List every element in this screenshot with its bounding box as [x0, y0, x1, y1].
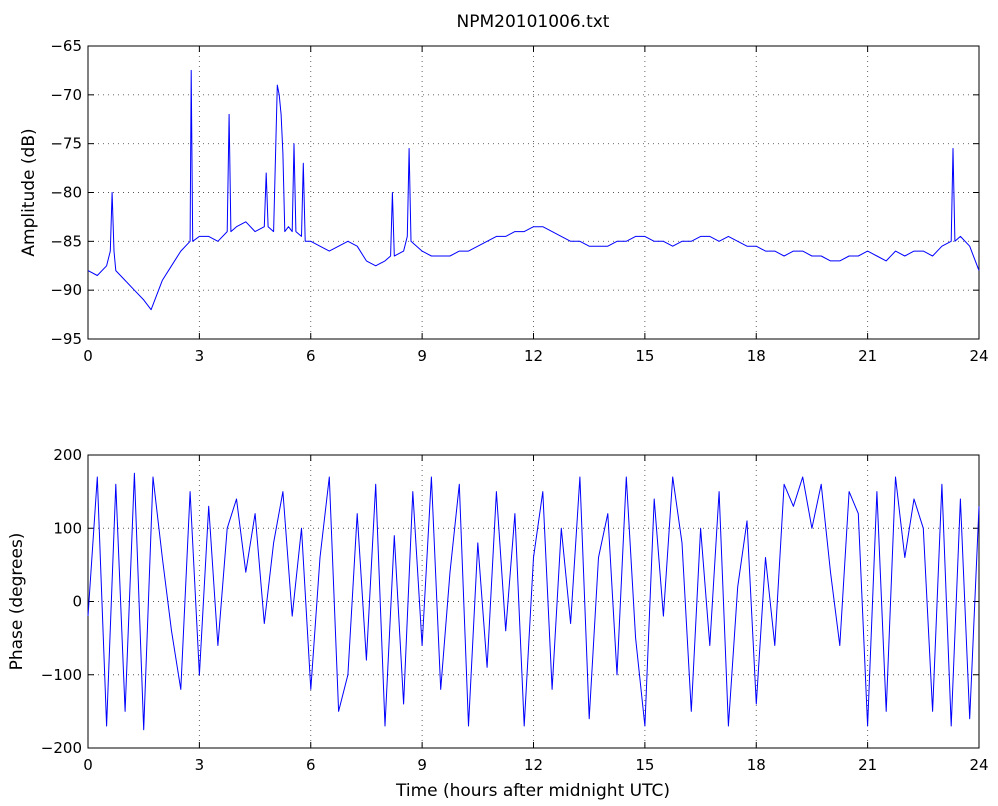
y-tick-label: −75	[50, 135, 82, 153]
y-tick-label: −80	[50, 184, 82, 202]
x-tick-label: 9	[417, 756, 427, 774]
x-tick-label: 3	[195, 756, 205, 774]
x-tick-label: 21	[858, 756, 877, 774]
x-tick-label: 18	[747, 347, 766, 365]
y-tick-label: 200	[53, 446, 82, 464]
x-tick-label: 9	[417, 347, 427, 365]
x-tick-label: 21	[858, 347, 877, 365]
phase-x-axis-label: Time (hours after midnight UTC)	[395, 781, 670, 801]
y-tick-label: −200	[41, 739, 82, 757]
y-tick-label: −100	[41, 666, 82, 684]
y-tick-label: −70	[50, 86, 82, 104]
x-tick-label: 0	[83, 756, 93, 774]
x-tick-label: 12	[524, 347, 543, 365]
x-tick-label: 15	[635, 347, 654, 365]
y-tick-label: −90	[50, 281, 82, 299]
x-tick-label: 15	[635, 756, 654, 774]
phase-grid	[88, 455, 979, 748]
x-tick-label: 6	[306, 347, 316, 365]
phase-plot: 0 3 6 9 12 15 18 21 24 −200 −100 0 100 200 Phase (de…	[7, 446, 989, 801]
y-tick-label: −65	[50, 37, 82, 55]
phase-x-tick-labels: 0 3 6 9 12 15 18 21 24	[83, 756, 988, 774]
amplitude-y-axis-label: Amplitude (dB)	[19, 128, 39, 256]
amplitude-x-tick-labels: 0 3 6 9 12 15 18 21 24	[83, 347, 988, 365]
phase-series-line	[87, 472, 980, 731]
x-tick-label: 24	[969, 347, 988, 365]
phase-y-axis-label: Phase (degrees)	[7, 533, 27, 671]
x-tick-label: 6	[306, 756, 316, 774]
y-tick-label: −85	[50, 232, 82, 250]
phase-y-tick-labels: −200 −100 0 100 200	[41, 446, 82, 757]
x-tick-label: 24	[969, 756, 988, 774]
y-tick-label: 100	[53, 519, 82, 537]
x-tick-label: 0	[83, 347, 93, 365]
amplitude-tick-marks	[87, 45, 980, 340]
y-tick-label: 0	[72, 593, 82, 611]
amplitude-series-line	[87, 69, 980, 311]
x-tick-label: 12	[524, 756, 543, 774]
amplitude-plot: 0 3 6 9 12 15 18 21 24 −95 −90 −85 −80 −75 −70 −65 Amp…	[19, 37, 989, 365]
amplitude-chart-title: NPM20101006.txt	[457, 12, 610, 32]
x-tick-label: 18	[747, 756, 766, 774]
x-tick-label: 3	[195, 347, 205, 365]
y-tick-label: −95	[50, 330, 82, 348]
amplitude-y-tick-labels: −95 −90 −85 −80 −75 −70 −65	[50, 37, 82, 348]
amplitude-grid	[88, 46, 979, 339]
